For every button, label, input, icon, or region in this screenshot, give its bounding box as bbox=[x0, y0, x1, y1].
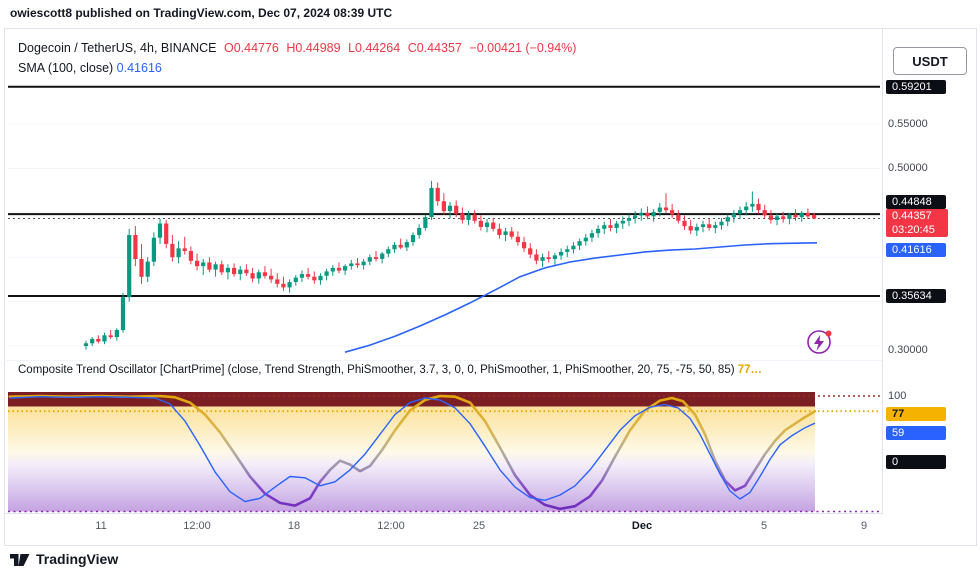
time-label: 12:00 bbox=[377, 520, 405, 532]
oscillator-value-badge: 59 bbox=[886, 426, 946, 440]
quick-trade-icon[interactable] bbox=[804, 327, 834, 357]
symbol-title[interactable]: Dogecoin / TetherUS, 4h, BINANCE bbox=[18, 41, 217, 55]
oscillator-value-badge: 0 bbox=[886, 455, 946, 469]
ohlc-open: O0.44776 bbox=[223, 41, 279, 55]
publish-caption: owiescott8 published on TradingView.com,… bbox=[10, 6, 393, 20]
time-label: 9 bbox=[860, 520, 868, 532]
ohlc-close: C0.44357 bbox=[407, 41, 462, 55]
bar-countdown: 03:20:45 bbox=[886, 223, 948, 237]
lightning-bolt-icon bbox=[814, 335, 824, 351]
sma-value-badge: 0.41616 bbox=[886, 243, 946, 257]
price-label: 0.50000 bbox=[888, 162, 928, 174]
oscillator-legend[interactable]: Composite Trend Oscillator [ChartPrime] … bbox=[18, 364, 735, 376]
time-label: 25 bbox=[472, 520, 486, 532]
time-label: 11 bbox=[95, 520, 107, 532]
price-line-badge: 0.59201 bbox=[886, 80, 946, 94]
currency-toggle-button[interactable]: USDT bbox=[893, 47, 967, 75]
price-label: 0.30000 bbox=[888, 344, 928, 356]
sma-legend-value: 0.41616 bbox=[116, 61, 162, 75]
price-line-badge: 0.35634 bbox=[886, 289, 946, 303]
tradingview-brand[interactable]: TradingView bbox=[36, 551, 119, 567]
notification-dot bbox=[825, 330, 832, 337]
ohlc-change: −0.00421 (−0.94%) bbox=[469, 41, 577, 55]
oscillator-legend-value: 77… bbox=[737, 364, 763, 376]
chart-legend: Dogecoin / TetherUS, 4h, BINANCE O0.4477… bbox=[18, 38, 580, 78]
time-label: 5 bbox=[760, 520, 768, 532]
sma-legend-row: SMA (100, close) 0.41616 bbox=[18, 58, 580, 78]
ohlc-low: L0.44264 bbox=[348, 41, 401, 55]
tradingview-logo-icon[interactable] bbox=[10, 552, 30, 567]
oscillator-value-badge: 77 bbox=[886, 407, 946, 421]
pane-divider bbox=[4, 360, 882, 361]
oscillator-level-label: 100 bbox=[888, 390, 907, 402]
ohlc-high: H0.44989 bbox=[286, 41, 341, 55]
time-label: 18 bbox=[287, 520, 301, 532]
sma-legend-label[interactable]: SMA (100, close) bbox=[18, 61, 114, 75]
price-axis-divider bbox=[882, 28, 883, 514]
price-line-badge: 0.44848 bbox=[886, 195, 946, 209]
last-price-value: 0.44357 bbox=[886, 209, 948, 223]
symbol-legend-row: Dogecoin / TetherUS, 4h, BINANCE O0.4477… bbox=[18, 38, 580, 58]
price-label: 0.55000 bbox=[888, 118, 928, 130]
time-label: 12:00 bbox=[183, 520, 211, 532]
time-label: Dec bbox=[631, 520, 653, 532]
oscillator-legend-row: Composite Trend Oscillator [ChartPrime] … bbox=[18, 364, 762, 376]
last-price-badge: 0.44357 03:20:45 bbox=[886, 209, 948, 237]
footer: TradingView bbox=[10, 551, 118, 567]
time-axis[interactable]: 11 12:00 18 12:00 25 Dec 5 9 bbox=[4, 513, 882, 544]
